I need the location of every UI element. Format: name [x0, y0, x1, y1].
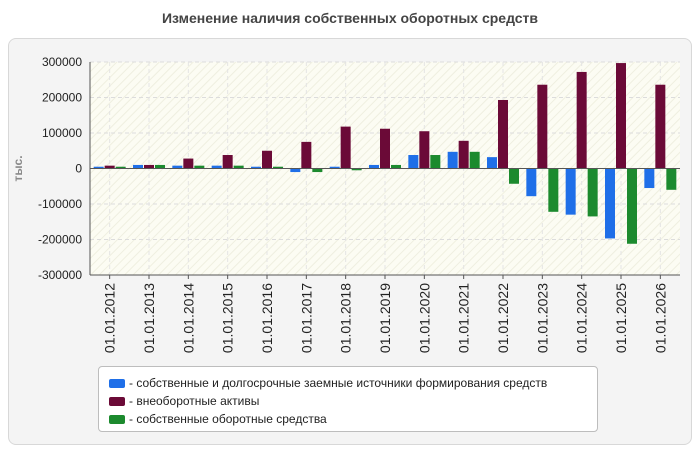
- bar-series-3: [351, 168, 362, 171]
- y-tick-label: 0: [75, 162, 82, 176]
- bar-series-2: [104, 165, 115, 169]
- bar-series-1: [644, 168, 655, 189]
- legend-label-working-capital: - собственные оборотные средства: [129, 412, 327, 426]
- bar-series-3: [391, 164, 401, 169]
- bar-series-1: [369, 164, 379, 169]
- bar-series-1: [290, 168, 301, 173]
- bar-series-2: [262, 150, 272, 169]
- bar-series-2: [380, 128, 390, 169]
- x-tick-label: 01.01.2022: [495, 283, 511, 353]
- bar-series-1: [133, 164, 143, 169]
- y-tick-label: -200000: [38, 233, 82, 247]
- bar-series-3: [115, 166, 126, 169]
- bar-series-3: [430, 155, 441, 169]
- legend-label-noncurrent-assets: - внеоборотные активы: [129, 394, 260, 408]
- bar-series-3: [627, 168, 637, 244]
- bar-series-1: [172, 165, 183, 169]
- x-tick-label: 01.01.2015: [220, 283, 236, 353]
- x-tick-label: 01.01.2021: [456, 283, 472, 353]
- bar-series-2: [340, 126, 351, 169]
- x-tick-label: 01.01.2012: [102, 283, 118, 353]
- bar-series-1: [408, 155, 419, 169]
- y-axis-label: тыс.: [11, 155, 25, 181]
- x-tick-label: 01.01.2017: [298, 283, 314, 353]
- bar-series-2: [458, 140, 469, 169]
- legend-label-sources: - собственные и долгосрочные заемные ист…: [129, 376, 548, 390]
- bar-series-3: [194, 165, 205, 169]
- x-tick-label: 01.01.2025: [613, 283, 629, 353]
- bar-series-1: [487, 157, 497, 169]
- y-tick-label: -300000: [38, 268, 82, 282]
- x-tick-label: 01.01.2014: [180, 283, 196, 353]
- bar-series-1: [565, 168, 576, 215]
- bar-series-1: [447, 151, 458, 169]
- legend-item-working-capital: - собственные оборотные средства: [109, 410, 597, 428]
- bar-series-3: [233, 165, 244, 169]
- legend-item-noncurrent-assets: - внеоборотные активы: [109, 392, 597, 410]
- bar-series-2: [301, 141, 312, 169]
- x-tick-label: 01.01.2024: [574, 283, 590, 353]
- bar-series-1: [526, 168, 537, 197]
- chart-legend: - собственные и долгосрочные заемные ист…: [98, 366, 598, 432]
- bar-series-2: [576, 71, 587, 169]
- y-tick-label: 100000: [42, 126, 82, 140]
- y-tick-label: -100000: [38, 197, 82, 211]
- bar-series-2: [616, 63, 626, 169]
- chart-title: Изменение наличия собственных оборотных …: [161, 10, 539, 26]
- bar-series-2: [419, 131, 430, 169]
- bar-series-1: [251, 166, 261, 169]
- legend-swatch-working-capital: [109, 414, 125, 424]
- bar-series-2: [655, 84, 666, 169]
- x-tick-label: 01.01.2013: [141, 283, 157, 353]
- x-tick-label: 01.01.2018: [338, 283, 354, 353]
- bar-series-1: [211, 165, 222, 169]
- bar-series-3: [273, 166, 283, 169]
- legend-item-sources: - собственные и долгосрочные заемные ист…: [109, 374, 597, 392]
- bar-series-2: [222, 155, 233, 169]
- bar-series-2: [498, 99, 508, 169]
- bar-series-1: [329, 166, 340, 169]
- bar-series-2: [537, 84, 548, 169]
- bar-series-3: [509, 168, 519, 184]
- bar-series-2: [183, 158, 194, 169]
- bar-series-2: [144, 164, 154, 169]
- bar-series-3: [312, 168, 323, 173]
- bar-series-3: [548, 168, 559, 212]
- y-tick-label: 200000: [42, 91, 82, 105]
- x-tick-label: 01.01.2026: [652, 283, 668, 353]
- y-tick-label: 300000: [42, 55, 82, 69]
- bar-series-3: [587, 168, 598, 217]
- x-tick-label: 01.01.2019: [377, 283, 393, 353]
- legend-swatch-noncurrent-assets: [109, 396, 125, 406]
- x-tick-label: 01.01.2016: [259, 283, 275, 353]
- x-tick-label: 01.01.2020: [416, 283, 432, 353]
- bar-series-1: [93, 166, 104, 169]
- x-tick-label: 01.01.2023: [534, 283, 550, 353]
- bar-series-3: [155, 164, 165, 169]
- bar-series-3: [666, 168, 677, 190]
- bar-series-1: [605, 168, 615, 239]
- legend-swatch-sources: [109, 378, 125, 388]
- bar-series-3: [469, 151, 480, 169]
